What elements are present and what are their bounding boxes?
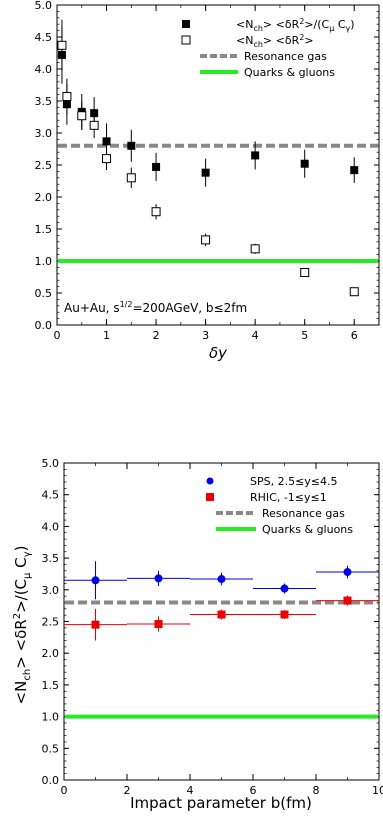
legend-label: Resonance gas (244, 50, 327, 63)
plot-frame (56, 4, 380, 326)
x-axis-label: Impact parameter b(fm) (130, 794, 312, 812)
legend-label: SPS, 2.5≤y≤4.5 (250, 475, 338, 488)
data-point (343, 568, 352, 577)
legend-marker (182, 20, 190, 28)
data-point (201, 168, 210, 177)
data-point (91, 576, 100, 585)
legend-label: Resonance gas (262, 507, 345, 520)
y-tick-label: 1.0 (35, 255, 53, 268)
data-point (201, 235, 211, 245)
legend-label: <Nch> <δR2> (236, 33, 314, 49)
y-tick-label: 3.5 (42, 552, 60, 565)
data-point (127, 141, 136, 150)
y-tick-label: 1.0 (42, 711, 60, 724)
y-tick-label: 3.0 (42, 584, 60, 597)
data-point (154, 574, 163, 583)
chart-top: 0.0 0.5 1.0 1.5 2.0 2.5 3.0 3.5 4.0 4.5 5.0 0 1 2 3 4 5 6… (35, 0, 380, 362)
y-tick-label: 4.5 (35, 31, 53, 44)
y-tick-label: 5.0 (42, 457, 60, 470)
data-point (126, 173, 136, 183)
y-tick-label: 3.5 (35, 95, 53, 108)
x-tick-label: 1 (103, 329, 110, 342)
data-point (91, 620, 100, 629)
y-tick-label: 2.5 (42, 616, 60, 629)
legend: <Nch> <δR2>/(Cμ Cγ)<Nch> <δR2>Resonance … (181, 17, 355, 79)
legend-marker (206, 477, 214, 485)
annotation-label: Au+Au, s1/2=200AGeV, b≤2fm (64, 300, 247, 315)
x-tick-label: 8 (313, 784, 320, 797)
x-tick-label: 3 (202, 329, 209, 342)
data-point (280, 584, 289, 593)
y-tick-label: 4.0 (42, 520, 60, 533)
svg-text:<Nch> <δR2>/(Cμ Cγ): <Nch> <δR2>/(Cμ Cγ) (12, 546, 33, 705)
data-point (349, 287, 359, 297)
y-tick-label: 1.5 (42, 679, 60, 692)
data-point (102, 137, 111, 146)
data-point (250, 244, 260, 254)
data-point (280, 610, 289, 619)
data-point (217, 575, 226, 584)
legend-label: Quarks & gluons (262, 523, 353, 536)
y-tick-label: 2.0 (42, 647, 60, 660)
x-tick-label: 10 (372, 784, 383, 797)
legend-marker (181, 35, 191, 45)
data-point (77, 111, 87, 121)
x-tick-label: 0 (54, 329, 61, 342)
data-point (89, 120, 99, 130)
data-point (300, 159, 309, 168)
legend-marker (206, 493, 214, 501)
chart-bottom: 0.0 0.5 1.0 1.5 2.0 2.5 3.0 3.5 4.0 4.5 5.0 0 2 4 6 8 10… (12, 457, 383, 812)
data-point (102, 154, 112, 164)
data-point (154, 620, 163, 629)
data-point (300, 268, 310, 278)
y-tick-label: 4.0 (35, 63, 53, 76)
y-tick-label: 0.5 (42, 742, 60, 755)
y-tick-label: 2.0 (35, 191, 53, 204)
data-point (57, 40, 67, 50)
x-tick-label: 4 (252, 329, 259, 342)
x-axis-label: δy (209, 344, 228, 362)
y-tick-label: 0.0 (42, 774, 60, 787)
data-point (152, 162, 161, 171)
y-tick-label: 4.5 (42, 489, 60, 502)
x-tick-label: 2 (124, 784, 131, 797)
x-tick-label: 5 (301, 329, 308, 342)
y-tick-label: 0.5 (35, 287, 53, 300)
data-point (151, 207, 161, 217)
x-tick-label: 6 (250, 784, 257, 797)
x-tick-label: 6 (351, 329, 358, 342)
legend: SPS, 2.5≤y≤4.5 RHIC, -1≤y≤1 Resonance gas Q… (206, 475, 353, 536)
data-point (217, 610, 226, 619)
data-point (62, 92, 72, 102)
y-tick-label: 2.5 (35, 159, 53, 172)
legend-label: Quarks & gluons (244, 66, 335, 79)
y-tick-label: 5.0 (35, 0, 53, 12)
legend-label: <Nch> <δR2>/(Cμ Cγ) (236, 17, 355, 33)
data-point (350, 166, 359, 175)
x-tick-label: 0 (61, 784, 68, 797)
y-axis-label: <Nch> <δR2>/(Cμ Cγ) (12, 546, 33, 705)
y-tick-label: 0.0 (35, 319, 53, 332)
legend-label: RHIC, -1≤y≤1 (250, 491, 327, 504)
y-tick-label: 3.0 (35, 127, 53, 140)
data-point (343, 596, 352, 605)
x-tick-label: 4 (187, 784, 194, 797)
x-tick-label: 2 (153, 329, 160, 342)
y-tick-label: 1.5 (35, 223, 53, 236)
data-point (251, 151, 260, 160)
